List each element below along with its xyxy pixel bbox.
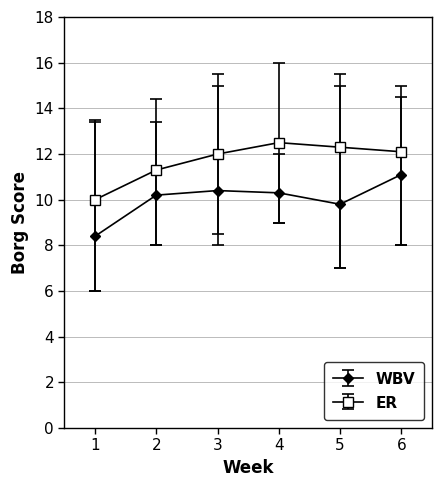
Y-axis label: Borg Score: Borg Score (11, 171, 29, 274)
Legend: WBV, ER: WBV, ER (323, 362, 424, 420)
X-axis label: Week: Week (222, 459, 274, 477)
